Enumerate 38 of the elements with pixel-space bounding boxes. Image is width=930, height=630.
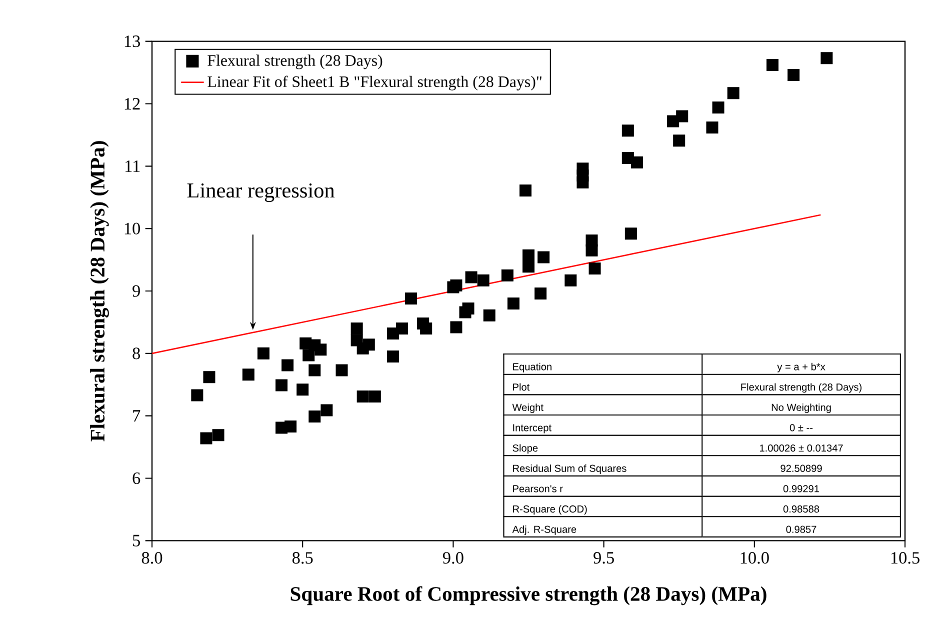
legend-label: Flexural strength (28 Days) [208, 54, 382, 70]
y-tick-label: 8 [132, 348, 140, 360]
y-tick-label: 5 [133, 534, 140, 546]
y-axis-title: Flexural strength (28 Days) (MPa) [90, 141, 109, 442]
x-tick-label: 10.0 [740, 552, 769, 564]
annotation: Weight [512, 404, 544, 413]
x-tick-label: 10.5 [891, 552, 920, 564]
annotation: 1.00026 ± 0.01347 [760, 444, 843, 452]
annotation: 92.50899 [780, 464, 822, 472]
y-tick-label: 10 [124, 222, 140, 234]
annotation: Pearson's r [513, 485, 563, 492]
annotation: Adj. R-Square [512, 526, 576, 535]
y-tick-label: 6 [132, 472, 140, 484]
annotation: Linear regression [187, 183, 335, 202]
annotation: Equation [513, 362, 552, 372]
x-tick-label: 8.0 [142, 552, 162, 564]
y-tick-label: 7 [133, 410, 140, 422]
y-tick-label: 13 [124, 36, 140, 48]
x-axis-title: Square Root of Compressive strength (28 Days) (MPa) [290, 586, 766, 606]
x-tick-label: 9.0 [442, 552, 464, 564]
annotation: No Weighting [772, 404, 831, 413]
annotation: 0.9857 [786, 526, 816, 533]
x-tick-label: 9.5 [594, 552, 614, 564]
annotation: y = a + b*x [777, 362, 826, 372]
annotation: Intercept [513, 424, 552, 434]
annotation: Flexural strength (28 Days) [741, 383, 862, 393]
annotation: Slope [512, 444, 538, 454]
annotation: Residual Sum of Squares [513, 464, 626, 474]
annotation: R-Square (COD) [513, 505, 587, 515]
y-tick-label: 11 [126, 160, 140, 172]
y-tick-label: 12 [124, 98, 140, 110]
legend-label: Linear Fit of Sheet1 B "Flexural strength (28 Days)" [208, 76, 542, 90]
annotation: 0.99291 [783, 485, 820, 492]
y-tick-label: 9 [132, 285, 140, 297]
annotation: Plot [513, 383, 530, 391]
annotation: 0.98588 [783, 505, 820, 513]
x-tick-label: 8.5 [292, 552, 313, 564]
annotation: 0 ± -- [790, 424, 813, 432]
